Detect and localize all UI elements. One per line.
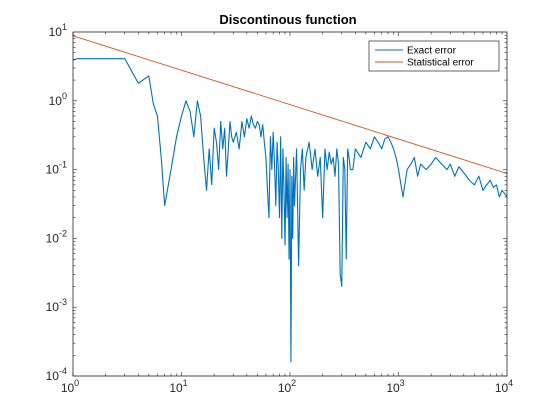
plot-area: 100 101 102 103 104 10-4 10-3 10-2 10-1 100 101 Exa…	[46, 22, 514, 395]
x-tick-label: 103	[386, 378, 404, 395]
legend-label-2: Statistical error	[407, 58, 474, 69]
x-tick-label: 102	[278, 378, 296, 395]
y-tick-label: 101	[49, 22, 67, 39]
x-tick-label: 101	[169, 378, 187, 395]
y-tick-label: 10-3	[46, 297, 67, 314]
series-line-1	[73, 58, 507, 363]
x-tick-label: 104	[495, 378, 513, 395]
y-tick-label: 10-4	[46, 366, 67, 383]
tick-marks	[72, 32, 507, 377]
legend-box	[368, 40, 500, 72]
y-tick-label: 10-1	[46, 160, 67, 177]
x-tick-label: 100	[61, 378, 79, 395]
y-tick-label: 10-2	[46, 228, 67, 245]
legend-label-1: Exact error	[407, 46, 457, 57]
y-tick-label: 100	[49, 91, 67, 108]
chart-title: Discontinous function	[219, 12, 356, 27]
series-line-2	[73, 35, 507, 174]
